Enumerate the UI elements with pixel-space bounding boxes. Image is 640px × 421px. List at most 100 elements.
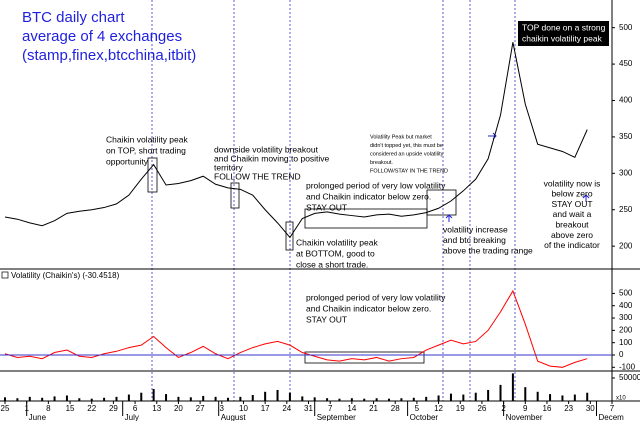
volume-bar bbox=[301, 396, 304, 401]
x-tick-label: 28 bbox=[391, 404, 400, 413]
volume-bar bbox=[511, 373, 514, 401]
volume-bar bbox=[90, 398, 93, 401]
annotation: territory bbox=[214, 162, 244, 172]
volume-bar bbox=[388, 398, 391, 401]
annotation: above the trading range bbox=[443, 245, 533, 255]
highlight-box bbox=[304, 351, 425, 364]
annotation: of the indicator bbox=[544, 240, 600, 250]
y-tick-label: -100 bbox=[619, 362, 636, 371]
volume-bar bbox=[115, 396, 118, 401]
y-tick-label: 450 bbox=[619, 59, 633, 68]
series-line bbox=[4, 42, 588, 239]
annotation: and wait a bbox=[553, 209, 592, 219]
volume-bar bbox=[425, 396, 428, 401]
volume-bar bbox=[288, 392, 291, 401]
volume-bar bbox=[363, 398, 366, 401]
annotation: and btc breaking bbox=[443, 235, 506, 245]
volume-bar bbox=[474, 392, 477, 401]
annotation: volatility now is bbox=[544, 178, 601, 188]
annotation: FOLLOW/STAY IN THE TREND bbox=[370, 168, 448, 174]
volume-bar bbox=[499, 384, 502, 401]
volume-bar bbox=[65, 395, 68, 401]
highlight-box bbox=[304, 208, 428, 229]
month-label: November bbox=[506, 413, 543, 421]
annotation: FOLLOW THE TREND bbox=[214, 171, 301, 181]
volume-bar bbox=[536, 391, 539, 401]
x-tick-label: 9 bbox=[523, 404, 528, 413]
volume-bar bbox=[462, 394, 465, 401]
callout-box bbox=[518, 21, 609, 46]
month-label: June bbox=[29, 413, 47, 421]
unit-label: x10 bbox=[616, 396, 626, 402]
highlight-box bbox=[426, 189, 457, 216]
volume-bar bbox=[561, 395, 564, 401]
x-tick-label: 22 bbox=[87, 404, 96, 413]
annotation: considered an upside volatility bbox=[370, 151, 444, 157]
volume-bar bbox=[487, 389, 490, 401]
volume-bar bbox=[449, 393, 452, 401]
x-tick-label: 12 bbox=[434, 404, 443, 413]
highlight-box bbox=[147, 157, 158, 193]
volume-bar bbox=[16, 398, 19, 401]
volume-bar bbox=[573, 394, 576, 401]
x-tick-label: 31 bbox=[304, 404, 313, 413]
volume-bar bbox=[239, 396, 242, 401]
annotation: STAY OUT bbox=[306, 202, 347, 212]
volume-bar bbox=[189, 397, 192, 401]
y-tick-label: 500 bbox=[619, 289, 633, 298]
y-tick-label: 200 bbox=[619, 241, 633, 250]
annotation: downside volatility breakout bbox=[214, 144, 319, 154]
x-tick-label: 30 bbox=[586, 404, 595, 413]
annotation: STAY OUT bbox=[306, 314, 347, 324]
y-tick-label: 100 bbox=[619, 338, 633, 347]
annotation: and Chaikin indicator below zero. bbox=[306, 303, 431, 313]
annotation: and Chaikin moving to positive bbox=[214, 153, 330, 163]
volume-bar bbox=[165, 394, 168, 401]
y-tick-label: 250 bbox=[619, 205, 633, 214]
x-tick-label: 7 bbox=[328, 404, 333, 413]
y-tick-label: 200 bbox=[619, 325, 633, 334]
x-tick-label: 16 bbox=[543, 404, 552, 413]
y-tick-label: 0 bbox=[619, 350, 624, 359]
volume-bar bbox=[53, 396, 56, 401]
volume-bar bbox=[4, 397, 6, 401]
x-tick-label: 13 bbox=[152, 404, 161, 413]
volume-bar bbox=[251, 395, 254, 401]
volume-bar bbox=[226, 397, 229, 401]
month-label: August bbox=[221, 413, 247, 421]
annotation: breakout. bbox=[370, 160, 393, 166]
highlight-box bbox=[285, 221, 294, 251]
volume-bar bbox=[177, 396, 180, 401]
y-tick-label: 50000 bbox=[619, 373, 640, 382]
x-tick-label: 5 bbox=[415, 404, 420, 413]
volume-bar bbox=[350, 398, 353, 401]
highlight-boxes bbox=[147, 157, 457, 364]
x-tick-label: 3 bbox=[220, 404, 225, 413]
arrow bbox=[582, 194, 590, 202]
annotation: below zero bbox=[551, 189, 592, 199]
y-tick-label: 400 bbox=[619, 301, 633, 310]
x-tick-label: 23 bbox=[564, 404, 573, 413]
annotation: STAY OUT bbox=[551, 199, 592, 209]
x-tick-label: 19 bbox=[456, 404, 465, 413]
panel-title: Volatility (Chaikin's) (-30.4518) bbox=[11, 271, 120, 280]
annotation: TOP done on a strong bbox=[522, 22, 606, 32]
x-tick-label: 10 bbox=[239, 404, 248, 413]
x-tick-label: 27 bbox=[196, 404, 205, 413]
arrow bbox=[445, 214, 453, 222]
volume-bar bbox=[412, 397, 415, 401]
volume-bar bbox=[103, 397, 106, 401]
x-tick-label: 14 bbox=[347, 404, 356, 413]
volume-bar bbox=[276, 389, 279, 401]
annotation: on TOP, short trading bbox=[106, 145, 186, 155]
volume-bar bbox=[437, 395, 440, 401]
volume-bar bbox=[338, 398, 341, 401]
volume-bar bbox=[400, 398, 403, 401]
annotation: prolonged period of very low volatility bbox=[306, 180, 446, 190]
volume-bar bbox=[586, 392, 589, 401]
annotation: close a short trade. bbox=[296, 259, 368, 269]
panel-icon bbox=[1, 271, 9, 279]
x-tick-label: 6 bbox=[133, 404, 138, 413]
annotation: above zero bbox=[551, 230, 593, 240]
